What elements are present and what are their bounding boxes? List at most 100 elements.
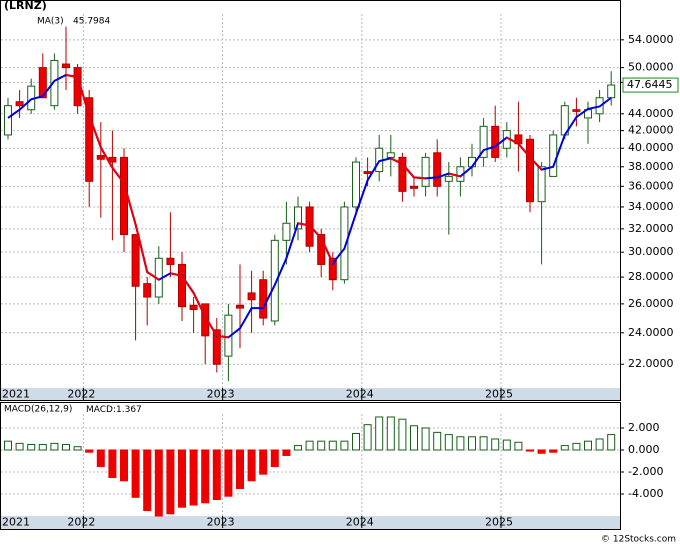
x-tick-label: 2021 bbox=[2, 388, 30, 401]
macd-bar bbox=[85, 449, 94, 453]
y-tick-label: 50.0000 bbox=[628, 61, 674, 74]
macd-label: MACD: bbox=[86, 405, 116, 415]
ma-falling-segment bbox=[529, 156, 543, 171]
macd-bar bbox=[595, 438, 604, 451]
macd-bar bbox=[270, 449, 279, 467]
candle-body bbox=[363, 171, 372, 174]
candle-body bbox=[178, 263, 186, 308]
ma-falling-segment bbox=[111, 167, 125, 184]
macd-bar bbox=[375, 416, 384, 451]
macd-bar bbox=[294, 445, 302, 451]
candle-body bbox=[201, 303, 210, 337]
y-tick-label: 26.0000 bbox=[628, 297, 674, 310]
candle-body bbox=[282, 222, 291, 241]
ma-falling-segment bbox=[390, 157, 403, 165]
macd-bar bbox=[15, 442, 24, 451]
macd-bar bbox=[178, 449, 186, 508]
macd-bar bbox=[62, 443, 70, 451]
y-tick-label: 54.0000 bbox=[628, 33, 674, 46]
macd-bar bbox=[131, 449, 140, 498]
candle-body bbox=[189, 304, 198, 310]
ma-legend: MA(3) bbox=[37, 17, 64, 27]
ma-falling-segment bbox=[88, 115, 102, 148]
macd-bar bbox=[502, 439, 511, 451]
macd-bar bbox=[201, 449, 210, 504]
footer: © 12Stocks.com bbox=[601, 535, 676, 545]
candle-body bbox=[421, 156, 430, 187]
ma-falling-segment bbox=[297, 222, 310, 227]
y-tick-label: 44.0000 bbox=[628, 107, 674, 120]
macd-bar bbox=[572, 442, 581, 451]
ma-falling-segment bbox=[192, 292, 207, 318]
ma-falling-segment bbox=[181, 275, 195, 294]
candle-body bbox=[479, 125, 488, 158]
y-tick-label: 38.0000 bbox=[628, 160, 674, 173]
x-tick-label: 2022 bbox=[67, 516, 95, 529]
macd-bar bbox=[143, 449, 152, 511]
macd-bar bbox=[4, 440, 12, 451]
ma-falling-segment bbox=[134, 224, 149, 273]
macd-bar bbox=[410, 425, 418, 451]
ma-falling-segment bbox=[170, 272, 183, 277]
candle-body bbox=[410, 185, 418, 189]
macd-bar bbox=[456, 436, 465, 451]
macd-bar bbox=[224, 449, 233, 497]
macd-bar bbox=[108, 449, 117, 478]
macd-bar bbox=[560, 445, 569, 451]
macd-bar bbox=[305, 440, 314, 451]
candle-body bbox=[491, 125, 500, 158]
candle-body bbox=[247, 292, 256, 301]
x-tick-label: 2022 bbox=[67, 388, 95, 401]
macd-title: MACD(26,12,9) bbox=[4, 405, 72, 415]
macd-legend: MACD:1.367 bbox=[86, 405, 142, 415]
candle-body bbox=[212, 329, 221, 365]
x-tick-label: 2023 bbox=[207, 516, 235, 529]
last-price-box bbox=[622, 77, 679, 93]
macd-bar bbox=[479, 436, 488, 451]
candle-body bbox=[607, 84, 616, 99]
ma-falling-segment bbox=[76, 76, 91, 116]
macd-value: 1.367 bbox=[116, 405, 142, 415]
ma-falling-segment bbox=[506, 136, 519, 145]
macd-bar bbox=[38, 443, 47, 451]
ma-falling-segment bbox=[204, 316, 218, 337]
candle-body bbox=[15, 101, 24, 107]
x-tick-label: 2023 bbox=[207, 388, 235, 401]
candle-body bbox=[4, 105, 12, 136]
macd-bar bbox=[96, 449, 105, 467]
macd-bar bbox=[352, 432, 360, 451]
macd-bar bbox=[607, 434, 616, 451]
x-tick-label: 2025 bbox=[485, 516, 513, 529]
x-tick-label: 2024 bbox=[346, 388, 374, 401]
ma-falling-segment bbox=[413, 176, 426, 180]
candle-body bbox=[85, 97, 94, 182]
candle-body bbox=[62, 63, 70, 69]
y-tick-label: 34.0000 bbox=[628, 200, 674, 213]
x-tick-label: 2025 bbox=[485, 388, 513, 401]
y-tick-label: -2.000 bbox=[628, 465, 663, 478]
candle-body bbox=[120, 156, 128, 236]
candle-body bbox=[537, 166, 546, 203]
macd-bar bbox=[212, 449, 221, 500]
candle-body bbox=[340, 206, 349, 281]
macd-bar bbox=[166, 449, 175, 515]
candle-body bbox=[352, 161, 360, 208]
macd-bar bbox=[317, 440, 326, 451]
macd-bar bbox=[27, 443, 36, 451]
macd-bar bbox=[444, 434, 453, 451]
macd-bar bbox=[537, 449, 546, 454]
y-tick-label: 22.0000 bbox=[628, 357, 674, 370]
candle-body bbox=[398, 156, 407, 192]
macd-bar bbox=[236, 449, 244, 489]
ma-falling-segment bbox=[308, 224, 322, 239]
candle-body bbox=[433, 152, 442, 187]
candle-body bbox=[270, 239, 279, 322]
candle-body bbox=[143, 283, 152, 298]
macd-bar bbox=[363, 424, 372, 451]
y-tick-label: 0.000 bbox=[628, 443, 660, 456]
macd-bar bbox=[50, 442, 59, 451]
y-tick-label: 28.0000 bbox=[628, 270, 674, 283]
ma-falling-segment bbox=[146, 271, 160, 281]
ma-legend-value: 45.7984 bbox=[73, 17, 110, 27]
